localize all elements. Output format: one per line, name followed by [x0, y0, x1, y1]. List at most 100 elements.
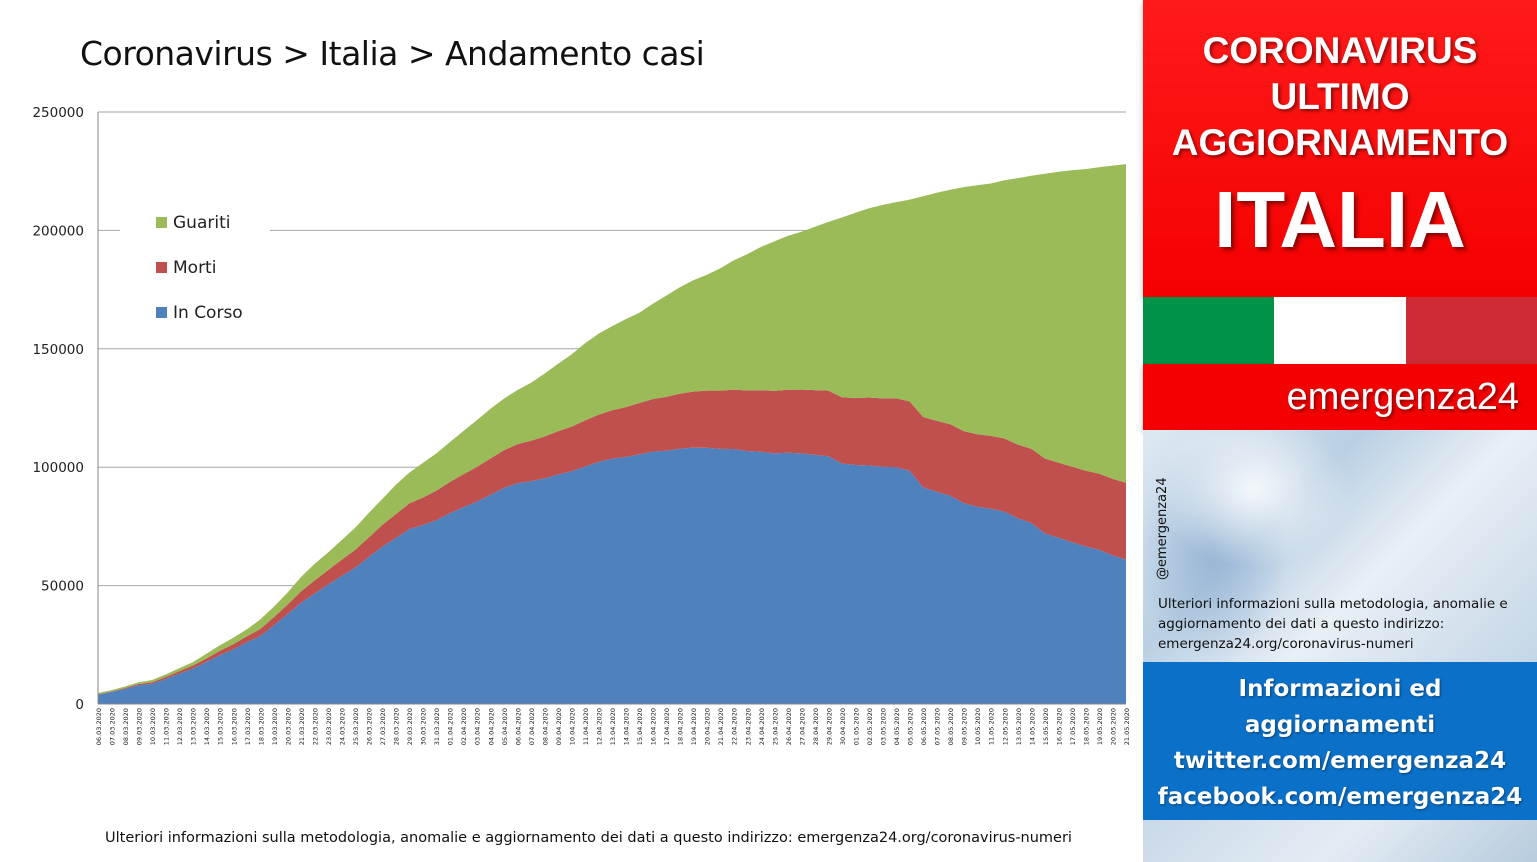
chart-title: Coronavirus > Italia > Andamento casi	[80, 34, 705, 73]
x-tick-label: 23.03.2020	[325, 708, 333, 745]
background-strip	[1143, 820, 1537, 862]
twitter-link[interactable]: twitter.com/emergenza24	[1173, 748, 1507, 774]
side-panel: CORONAVIRUS ULTIMO AGGIORNAMENTO ITALIA …	[1143, 0, 1537, 862]
x-tick-label: 10.03.2020	[149, 708, 157, 745]
x-tick-label: 13.04.2020	[609, 708, 617, 745]
x-tick-label: 05.05.2020	[907, 708, 915, 745]
x-tick-label: 21.03.2020	[298, 708, 306, 745]
y-tick-label: 250000	[32, 105, 84, 121]
area-series-in-corso	[98, 447, 1126, 704]
legend-item-in-corso: In Corso	[120, 290, 270, 335]
x-tick-label: 10.05.2020	[974, 708, 982, 745]
x-tick-label: 29.03.2020	[406, 708, 414, 745]
x-tick-label: 15.04.2020	[636, 708, 644, 745]
x-tick-label: 14.03.2020	[203, 708, 211, 745]
legend-label-morti: Morti	[173, 257, 217, 278]
x-tick-label: 09.04.2020	[555, 708, 563, 745]
x-tick-label: 12.05.2020	[1001, 708, 1009, 745]
y-tick-label: 200000	[32, 223, 84, 239]
legend-label-guariti: Guariti	[173, 212, 231, 233]
info-box: Informazioni ed aggiornamenti twitter.co…	[1143, 662, 1537, 820]
x-tick-label: 07.03.2020	[109, 708, 117, 745]
x-tick-label: 17.03.2020	[244, 708, 252, 745]
x-tick-label: 28.04.2020	[812, 708, 820, 745]
x-tick-label: 31.03.2020	[433, 708, 441, 745]
flag-stripe-red	[1405, 297, 1537, 364]
x-tick-label: 14.04.2020	[623, 708, 631, 745]
legend-label-in-corso: In Corso	[173, 302, 243, 323]
legend-swatch-in-corso	[156, 307, 167, 318]
x-tick-label: 24.04.2020	[758, 708, 766, 745]
x-tick-label: 01.05.2020	[853, 708, 861, 745]
x-tick-label: 27.03.2020	[379, 708, 387, 745]
flag-stripe-white	[1274, 297, 1406, 364]
x-tick-label: 22.03.2020	[311, 708, 319, 745]
x-tick-label: 20.05.2020	[1110, 708, 1118, 745]
area-series-morti	[98, 389, 1126, 695]
banner-line-3: AGGIORNAMENTO	[1171, 122, 1509, 163]
y-tick-label: 50000	[41, 579, 84, 595]
brand-bar: emergenza24	[1143, 364, 1537, 430]
x-tick-label: 29.04.2020	[825, 708, 833, 745]
x-tick-label: 13.03.2020	[190, 708, 198, 745]
x-tick-label: 08.03.2020	[122, 708, 130, 745]
x-tick-label: 20.03.2020	[284, 708, 292, 745]
x-tick-label: 06.03.2020	[95, 708, 103, 745]
x-tick-label: 18.05.2020	[1082, 708, 1090, 745]
x-tick-label: 07.05.2020	[934, 708, 942, 745]
chart-legend: Guariti Morti In Corso	[120, 198, 270, 337]
x-tick-label: 12.03.2020	[176, 708, 184, 745]
legend-item-guariti: Guariti	[120, 200, 270, 245]
x-tick-label: 02.05.2020	[866, 708, 874, 745]
x-tick-label: 14.05.2020	[1028, 708, 1036, 745]
banner-country: ITALIA	[1214, 175, 1466, 264]
x-tick-label: 23.04.2020	[744, 708, 752, 745]
x-tick-label: 07.04.2020	[528, 708, 536, 745]
x-tick-label: 06.04.2020	[514, 708, 522, 745]
area-series-guariti	[98, 164, 1126, 695]
x-tick-label: 18.04.2020	[677, 708, 685, 745]
legend-swatch-morti	[156, 262, 167, 273]
x-tick-label: 19.04.2020	[690, 708, 698, 745]
x-tick-label: 16.05.2020	[1055, 708, 1063, 745]
update-banner: CORONAVIRUS ULTIMO AGGIORNAMENTO ITALIA	[1143, 0, 1537, 297]
italian-flag	[1143, 297, 1537, 364]
x-tick-label: 05.04.2020	[501, 708, 509, 745]
x-tick-label: 24.03.2020	[339, 708, 347, 745]
x-tick-label: 08.05.2020	[947, 708, 955, 745]
x-tick-label: 15.05.2020	[1042, 708, 1050, 745]
x-tick-label: 21.05.2020	[1123, 708, 1131, 745]
x-tick-label: 03.05.2020	[880, 708, 888, 745]
footer-note: Ulteriori informazioni sulla metodologia…	[105, 830, 1072, 846]
x-tick-label: 10.04.2020	[568, 708, 576, 745]
y-tick-label: 100000	[32, 460, 84, 476]
x-tick-label: 16.04.2020	[650, 708, 658, 745]
x-tick-label: 27.04.2020	[798, 708, 806, 745]
x-tick-label: 26.04.2020	[785, 708, 793, 745]
background-photo: @emergenza24 Ulteriori informazioni sull…	[1143, 430, 1537, 662]
x-tick-label: 02.04.2020	[460, 708, 468, 745]
x-tick-label: 03.04.2020	[474, 708, 482, 745]
x-tick-label: 22.04.2020	[731, 708, 739, 745]
x-tick-label: 18.03.2020	[257, 708, 265, 745]
x-tick-label: 11.05.2020	[988, 708, 996, 745]
x-tick-label: 08.04.2020	[541, 708, 549, 745]
banner-line-2: ULTIMO	[1270, 76, 1410, 117]
x-tick-label: 04.04.2020	[487, 708, 495, 745]
info-line-2: aggiornamenti	[1244, 712, 1436, 738]
x-tick-label: 04.05.2020	[893, 708, 901, 745]
methodology-note: Ulteriori informazioni sulla metodologia…	[1158, 596, 1508, 652]
x-tick-label: 09.05.2020	[961, 708, 969, 745]
area-chart: 0 50000 100000 150000 200000 250000 06.03.2020…	[32, 105, 1131, 745]
x-tick-label: 17.04.2020	[663, 708, 671, 745]
x-tick-label: 30.04.2020	[839, 708, 847, 745]
facebook-link[interactable]: facebook.com/emergenza24	[1157, 784, 1523, 810]
info-line-1: Informazioni ed	[1238, 676, 1442, 702]
x-tick-label: 11.04.2020	[582, 708, 590, 745]
x-tick-label: 16.03.2020	[230, 708, 238, 745]
x-tick-label: 19.05.2020	[1096, 708, 1104, 745]
x-tick-label: 25.03.2020	[352, 708, 360, 745]
x-tick-label: 19.03.2020	[271, 708, 279, 745]
legend-item-morti: Morti	[120, 245, 270, 290]
x-tick-label: 11.03.2020	[163, 708, 171, 745]
